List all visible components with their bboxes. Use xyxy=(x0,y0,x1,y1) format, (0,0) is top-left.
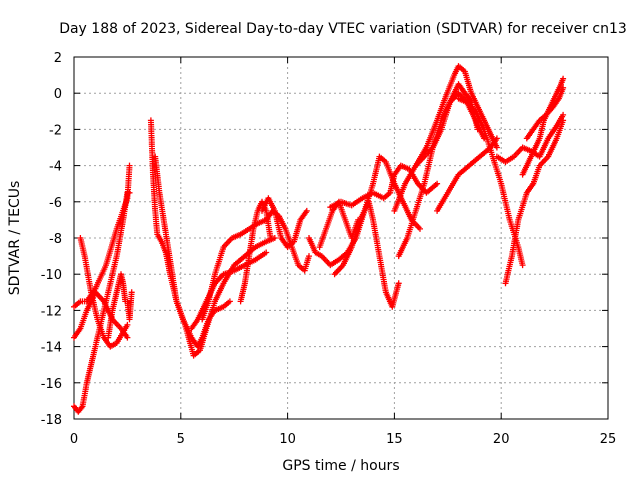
series-track-5 xyxy=(105,271,135,341)
y-tick-label: 0 xyxy=(54,87,62,102)
series-track-15 xyxy=(331,198,402,310)
data-point-markers xyxy=(502,117,567,287)
y-tick-label: 2 xyxy=(54,51,62,66)
data-point-markers xyxy=(331,198,402,310)
x-tick-label: 15 xyxy=(386,432,403,447)
series-track-14 xyxy=(327,162,441,211)
y-tick-label: -2 xyxy=(49,123,62,138)
y-tick-label: -8 xyxy=(49,232,62,247)
y-tick-label: -10 xyxy=(41,268,62,283)
x-tick-label: 5 xyxy=(177,432,185,447)
data-point-markers xyxy=(434,135,500,214)
data-point-markers xyxy=(259,195,310,251)
data-point-markers xyxy=(71,189,133,415)
y-tick-label: -18 xyxy=(41,413,62,428)
y-axis-label: SDTVAR / TECUs xyxy=(7,181,23,296)
data-point-markers xyxy=(152,153,278,359)
x-tick-label: 25 xyxy=(600,432,617,447)
data-point-markers xyxy=(71,162,133,310)
axis-ticks: 0 5 10 15 20 25 -18 -16 -14 -12 -10 -8 -6 -4 -2 0 2 xyxy=(41,51,617,447)
y-tick-label: -14 xyxy=(41,341,62,356)
series-track-21 xyxy=(502,117,567,287)
data-point-markers xyxy=(237,198,274,305)
series-track-4 xyxy=(77,235,131,350)
y-tick-label: -12 xyxy=(41,304,62,319)
data-point-markers xyxy=(327,162,441,211)
data-point-markers xyxy=(77,235,131,350)
chart-title: Day 188 of 2023, Sidereal Day-to-day VTE… xyxy=(59,21,627,37)
series-track-6 xyxy=(147,117,233,350)
data-point-markers xyxy=(147,117,233,350)
y-tick-label: -6 xyxy=(49,196,62,211)
data-point-markers xyxy=(105,271,135,341)
x-tick-label: 20 xyxy=(493,432,510,447)
data-point-markers xyxy=(188,249,270,332)
series-track-11 xyxy=(259,195,310,251)
y-tick-label: -4 xyxy=(49,160,62,175)
series-track-3 xyxy=(71,162,133,310)
series-track-9 xyxy=(188,249,270,332)
series-track-1 xyxy=(71,189,133,415)
series-track-7 xyxy=(152,153,278,359)
series-track-10 xyxy=(237,198,274,305)
x-tick-label: 0 xyxy=(70,432,78,447)
data-point-markers xyxy=(523,84,567,142)
x-tick-label: 10 xyxy=(279,432,296,447)
series-track-20 xyxy=(434,135,500,214)
series-track-24 xyxy=(523,84,567,142)
grid xyxy=(74,57,608,419)
data-marks xyxy=(71,63,567,415)
y-tick-label: -16 xyxy=(41,377,62,392)
x-axis-label: GPS time / hours xyxy=(282,458,399,474)
